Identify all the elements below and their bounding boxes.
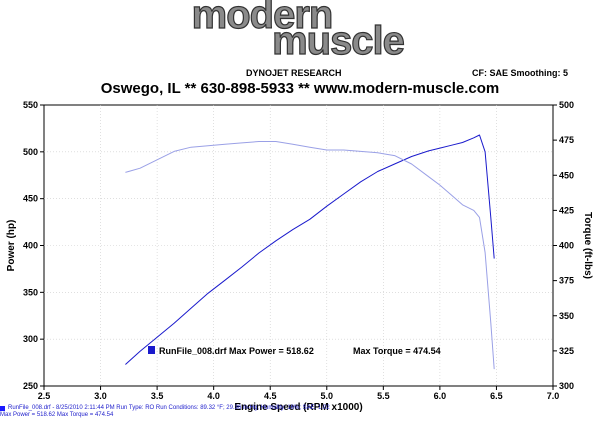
y-tick-label: 250 xyxy=(23,381,38,391)
y2-tick-label: 400 xyxy=(559,241,574,251)
y2-tick-label: 425 xyxy=(559,205,574,215)
y2-axis-label: Torque (ft-lbs) xyxy=(582,212,593,279)
y2-tick-label: 300 xyxy=(559,381,574,391)
company-name: DYNOJET RESEARCH xyxy=(246,68,342,78)
logo-text-bottom: muscle xyxy=(272,19,404,62)
x-tick-label: 3.5 xyxy=(151,391,164,401)
x-tick-label: 2.5 xyxy=(38,391,51,401)
logo-text-top: modern xyxy=(192,0,333,37)
y-axis-label: Power (hp) xyxy=(6,220,17,272)
x-tick-label: 6.0 xyxy=(434,391,447,401)
x-tick-label: 7.0 xyxy=(547,391,560,401)
y2-tick-label: 350 xyxy=(559,311,574,321)
y2-tick-label: 475 xyxy=(559,135,574,145)
run-color-swatch xyxy=(0,406,5,411)
x-tick-label: 5.0 xyxy=(321,391,334,401)
x-tick-label: 6.5 xyxy=(490,391,503,401)
x-axis-label: Engine Speed (RPM x1000) xyxy=(234,402,362,413)
run-settings: CF: SAE Smoothing: 5 xyxy=(472,68,568,78)
legend-torque-label: Max Torque = 474.54 xyxy=(353,346,441,356)
y2-tick-label: 450 xyxy=(559,170,574,180)
x-tick-label: 3.0 xyxy=(94,391,107,401)
legend-swatch xyxy=(148,346,155,354)
y2-tick-label: 500 xyxy=(559,100,574,110)
run-footer: RunFile_008.drf - 8/25/2010 2:11:44 PM R… xyxy=(0,405,330,419)
y-tick-label: 400 xyxy=(23,241,38,251)
shop-location: Oswego, IL ** 630-898-5933 ** www.modern… xyxy=(100,80,500,97)
y-tick-label: 300 xyxy=(23,334,38,344)
x-tick-label: 5.5 xyxy=(377,391,390,401)
y2-tick-label: 325 xyxy=(559,346,574,356)
power-series-line xyxy=(125,134,495,365)
modern-muscle-logo: modern muscle xyxy=(0,0,600,62)
y-tick-label: 450 xyxy=(23,194,38,204)
torque-series-line xyxy=(125,141,495,370)
footer-line-1: RunFile_008.drf - 8/25/2010 2:11:44 PM R… xyxy=(8,405,330,411)
y-tick-label: 500 xyxy=(23,147,38,157)
x-tick-label: 4.5 xyxy=(264,391,277,401)
y-tick-label: 550 xyxy=(23,100,38,110)
footer-line-2: Max Power = 518.62 Max Torque = 474.54 xyxy=(0,412,114,418)
y2-tick-label: 375 xyxy=(559,276,574,286)
x-tick-label: 4.0 xyxy=(207,391,220,401)
y-tick-label: 350 xyxy=(23,287,38,297)
legend-run-label: RunFile_008.drf Max Power = 518.62 xyxy=(159,346,314,356)
